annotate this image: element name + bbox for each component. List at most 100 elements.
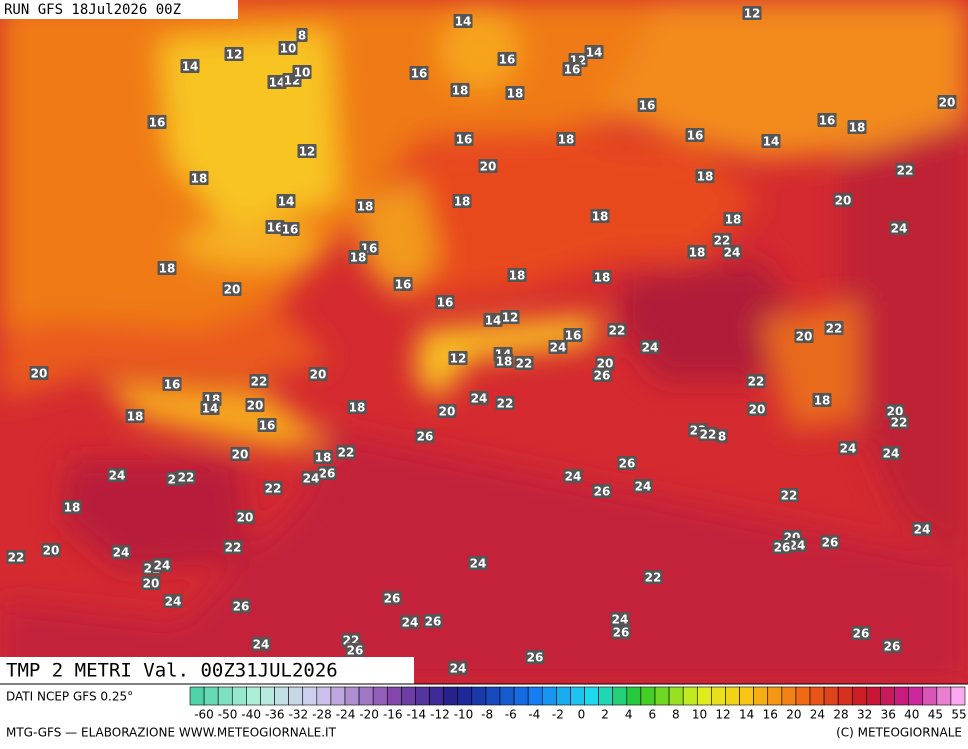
label-box (200, 401, 220, 415)
colorbar-label: 20 (786, 708, 801, 722)
color-swatch (640, 686, 656, 706)
label-box (525, 650, 545, 664)
label-box (348, 250, 368, 264)
label-box (505, 86, 525, 100)
label-box (548, 340, 568, 354)
label-box (230, 447, 250, 461)
colorbar-label: 12 (715, 708, 730, 722)
temperature-label: 16 (639, 99, 656, 113)
label-box (107, 468, 127, 482)
label-box (592, 484, 612, 498)
colorbar-label: 28 (833, 708, 848, 722)
colorbar-label: -12 (430, 708, 450, 722)
label-box (437, 404, 457, 418)
color-swatch (866, 686, 881, 706)
label-box (746, 374, 766, 388)
label-box (152, 558, 172, 572)
label-box (889, 415, 909, 429)
color-swatch (598, 686, 614, 706)
temperature-label: 22 (781, 489, 798, 503)
temperature-label: 22 (826, 322, 843, 336)
label-box (820, 535, 840, 549)
label-box (263, 481, 283, 495)
temperature-label: 20 (247, 399, 264, 413)
label-box (590, 209, 610, 223)
footer-left: MTG-GFS — ELABORAZIONE WWW.METEOGIORNALE… (6, 726, 337, 740)
label-box (687, 245, 707, 259)
label-box (393, 277, 413, 291)
colorbar-label: 36 (881, 708, 896, 722)
color-swatch (682, 686, 698, 706)
colorbar-label: 40 (904, 708, 919, 722)
temperature-label: 22 (897, 164, 914, 178)
color-swatch (471, 686, 487, 706)
label-box (267, 75, 287, 89)
color-swatch (358, 686, 374, 706)
temperature-label: 24 (154, 559, 171, 573)
temperature-label: 26 (613, 626, 630, 640)
temperature-label: 16 (819, 114, 836, 128)
color-swatch (217, 686, 233, 706)
temperature-label: 12 (502, 311, 519, 325)
color-swatch (260, 686, 275, 706)
temperature-label: 26 (319, 467, 336, 481)
temperature-label: 18 (509, 269, 526, 283)
temperature-label: 16 (149, 116, 166, 130)
label-box (617, 456, 637, 470)
temperature-label: 22 (645, 571, 662, 585)
temperature-label: 14 (586, 46, 603, 60)
colorbar-label: 6 (648, 708, 656, 722)
color-swatch (457, 686, 473, 706)
temperature-label: 8 (718, 430, 726, 444)
label-box (415, 429, 435, 443)
temperature-label: 18 (558, 133, 575, 147)
label-box (556, 132, 576, 146)
temperature-label: 16 (437, 296, 454, 310)
color-swatch (795, 686, 811, 706)
label-box (468, 556, 488, 570)
temperature-label: 26 (233, 600, 250, 614)
label-box (712, 233, 732, 247)
temperature-label: 16 (565, 329, 582, 343)
label-box (685, 128, 705, 142)
label-box (297, 144, 317, 158)
label-box (382, 591, 402, 605)
label-box (125, 409, 145, 423)
temperature-label: 20 (310, 368, 327, 382)
label-box (223, 540, 243, 554)
temperature-label: 20 (835, 194, 852, 208)
color-swatch (711, 686, 726, 706)
temperature-label: 16 (456, 133, 473, 147)
label-box (454, 132, 474, 146)
label-box (882, 639, 902, 653)
colorbar-label: 10 (692, 708, 707, 722)
label-box (180, 59, 200, 73)
temperature-label: 24 (891, 222, 908, 236)
label-box (838, 441, 858, 455)
label-box (637, 98, 657, 112)
color-swatch (696, 686, 712, 706)
label-box (716, 429, 728, 443)
temperature-label: 22 (497, 397, 514, 411)
temperature-label: 14 (269, 76, 286, 90)
label-box (747, 402, 767, 416)
colorbar-label: -36 (265, 708, 285, 722)
temperature-label: 14 (455, 15, 472, 29)
temperature-label: 10 (294, 66, 311, 80)
color-swatch (936, 686, 952, 706)
colorbar-label: -14 (407, 708, 427, 722)
colorbar-label: 4 (625, 708, 633, 722)
label-box (595, 356, 615, 370)
temperature-label: 18 (349, 401, 366, 415)
color-swatch (837, 686, 853, 706)
label-box (41, 543, 61, 557)
temperature-label: 24 (612, 613, 629, 627)
label-box (817, 113, 837, 127)
colorbar-label: -8 (481, 708, 493, 722)
temperature-label: 18 (496, 355, 513, 369)
color-swatch (274, 686, 289, 706)
temperature-label: 26 (822, 536, 839, 550)
label-box (695, 169, 715, 183)
temperature-label: 22 (265, 482, 282, 496)
temperature-label: 18 (689, 246, 706, 260)
